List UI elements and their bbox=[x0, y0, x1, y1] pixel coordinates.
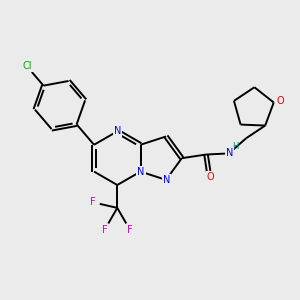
Text: N: N bbox=[163, 175, 170, 185]
Text: O: O bbox=[277, 95, 284, 106]
Text: Cl: Cl bbox=[22, 61, 32, 71]
Text: F: F bbox=[90, 197, 96, 207]
Text: N: N bbox=[226, 148, 233, 158]
Text: F: F bbox=[102, 225, 107, 235]
Text: H: H bbox=[232, 142, 238, 151]
Text: N: N bbox=[114, 126, 121, 136]
Text: O: O bbox=[207, 172, 214, 182]
Text: F: F bbox=[127, 225, 133, 235]
Text: N: N bbox=[137, 167, 145, 177]
